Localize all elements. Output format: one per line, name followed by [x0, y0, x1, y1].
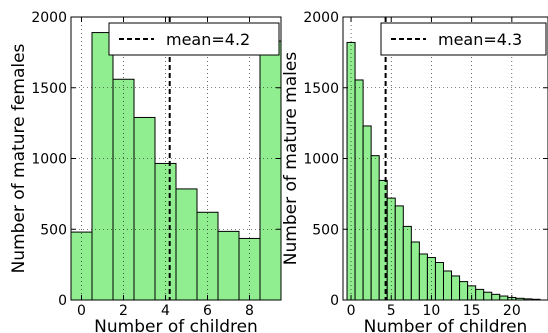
- legend-label: mean=4.2: [166, 30, 250, 49]
- histogram-bar: [459, 281, 469, 301]
- histogram-bar: [410, 241, 420, 301]
- y-tick-label: 2000: [31, 10, 67, 26]
- y-tick-label: 1500: [31, 81, 67, 97]
- y-tick-label: 1000: [303, 152, 339, 168]
- x-tick-label: 8: [245, 303, 254, 319]
- chart-panel-2: 0 5 10 15 20 0 500 1000 1500 2000 Number of childr…: [281, 10, 548, 333]
- x-axis-label: Number of children: [364, 317, 528, 333]
- legend-label: mean=4.3: [438, 30, 522, 49]
- y-axis-label: Number of mature females: [9, 43, 29, 273]
- histogram-bar: [362, 125, 372, 301]
- histogram-bar: [499, 295, 509, 301]
- histogram-bar: [491, 293, 501, 301]
- histogram-bar: [442, 270, 453, 301]
- x-tick-label: 6: [203, 303, 212, 319]
- y-tick-label: 0: [330, 293, 339, 309]
- histogram-bar: [154, 162, 177, 301]
- histogram-bar: [354, 79, 364, 301]
- x-tick-label: 0: [347, 303, 356, 319]
- histogram-bar: [259, 40, 282, 301]
- x-tick-label: 15: [463, 303, 481, 319]
- histogram-bar: [133, 116, 156, 301]
- histogram-bar: [91, 32, 114, 301]
- y-tick-label: 0: [58, 293, 67, 309]
- y-tick-label: 2000: [303, 10, 339, 26]
- y-tick-label: 500: [40, 222, 67, 238]
- histogram-bar: [402, 225, 412, 301]
- y-tick-label: 1000: [31, 152, 67, 168]
- x-axis-label: Number of children: [94, 317, 258, 333]
- x-tick-label: 20: [503, 303, 521, 319]
- histogram-bar: [394, 205, 404, 301]
- histogram-bar: [434, 262, 444, 301]
- x-tick-label: 5: [387, 303, 396, 319]
- histogram-bar: [475, 288, 485, 301]
- y-axis-label: Number of mature males: [281, 52, 301, 266]
- y-tick-label: 1500: [303, 81, 339, 97]
- histogram-bar: [451, 275, 461, 301]
- x-tick-label: 10: [423, 303, 441, 319]
- x-tick-label: 2: [119, 303, 128, 319]
- histogram-bar: [175, 188, 198, 301]
- y-tick-label: 500: [312, 222, 339, 238]
- legend: mean=4.2: [108, 22, 280, 56]
- histogram-bar: [370, 155, 380, 301]
- histogram-bar: [483, 291, 493, 301]
- histogram-bar: [418, 253, 428, 301]
- histogram-bar: [217, 230, 240, 301]
- x-tick-label: 0: [77, 303, 86, 319]
- x-tick-label: 4: [161, 303, 170, 319]
- legend: mean=4.3: [380, 22, 547, 56]
- chart-panel-1: 0 2 4 6 8 0 500 1000 1500 2000 Number of children N…: [9, 10, 282, 333]
